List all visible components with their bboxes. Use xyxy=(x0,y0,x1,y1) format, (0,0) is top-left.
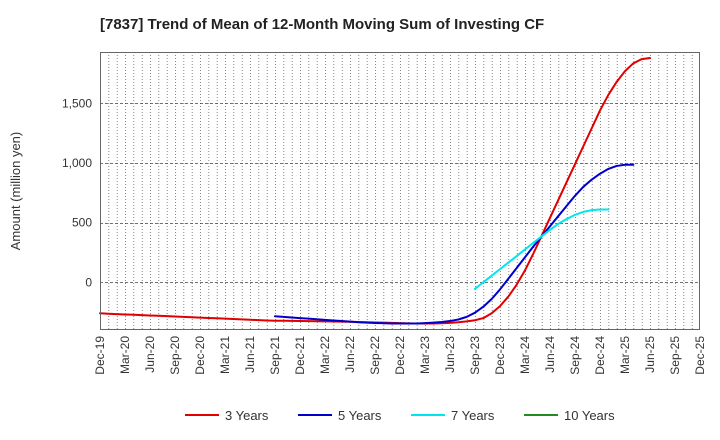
x-tick-label: Jun-23 xyxy=(443,336,457,373)
x-tick-label: Sep-22 xyxy=(368,336,382,375)
legend-label: 5 Years xyxy=(338,408,382,423)
x-tick-label: Mar-24 xyxy=(518,336,532,374)
x-tick-label: Dec-19 xyxy=(93,336,107,375)
y-tick-label: 1,500 xyxy=(62,96,92,110)
x-tick-label: Sep-23 xyxy=(468,336,482,375)
x-tick-label: Sep-25 xyxy=(668,336,682,375)
y-tick-label: 0 xyxy=(85,275,92,289)
axes xyxy=(100,52,700,330)
grid xyxy=(100,52,700,330)
y-tick-labels: 0 500 1,000 1,500 xyxy=(62,96,92,289)
x-tick-label: Mar-22 xyxy=(318,336,332,374)
series-layer xyxy=(99,56,651,325)
x-tick-label: Sep-24 xyxy=(568,336,582,375)
x-tick-label: Mar-20 xyxy=(118,336,132,374)
series-line-7-years xyxy=(474,208,610,290)
x-tick-label: Dec-24 xyxy=(593,336,607,375)
x-tick-label: Dec-23 xyxy=(493,336,507,375)
y-tick-label: 1,000 xyxy=(62,156,92,170)
x-tick-label: Jun-25 xyxy=(643,336,657,373)
x-tick-label: Mar-23 xyxy=(418,336,432,374)
legend-label: 3 Years xyxy=(225,408,269,423)
x-tick-label: Jun-24 xyxy=(543,336,557,373)
x-tick-label: Jun-22 xyxy=(343,336,357,373)
legend: 3 Years 5 Years 7 Years 10 Years xyxy=(185,408,615,423)
chart-title: [7837] Trend of Mean of 12-Month Moving … xyxy=(100,16,544,33)
x-tick-labels: Dec-19 Mar-20 Jun-20 Sep-20 Dec-20 Mar-21 Jun-… xyxy=(93,336,707,375)
x-tick-label: Jun-20 xyxy=(143,336,157,373)
x-tick-label: Jun-21 xyxy=(243,336,257,373)
x-tick-label: Dec-25 xyxy=(693,336,707,375)
legend-label: 10 Years xyxy=(564,408,615,423)
x-tick-label: Dec-20 xyxy=(193,336,207,375)
y-tick-label: 500 xyxy=(72,216,92,230)
series-line-5-years xyxy=(274,163,635,325)
plot-area xyxy=(100,52,700,330)
x-tick-label: Sep-20 xyxy=(168,336,182,375)
y-axis-label: Amount (million yen) xyxy=(8,132,23,251)
x-tick-label: Sep-21 xyxy=(268,336,282,375)
x-tick-label: Dec-22 xyxy=(393,336,407,375)
plot-frame xyxy=(100,52,700,330)
x-tick-label: Dec-21 xyxy=(293,336,307,375)
legend-label: 7 Years xyxy=(451,408,495,423)
x-tick-label: Mar-21 xyxy=(218,336,232,374)
plot-background xyxy=(100,52,700,330)
x-tick-label: Mar-25 xyxy=(618,336,632,374)
